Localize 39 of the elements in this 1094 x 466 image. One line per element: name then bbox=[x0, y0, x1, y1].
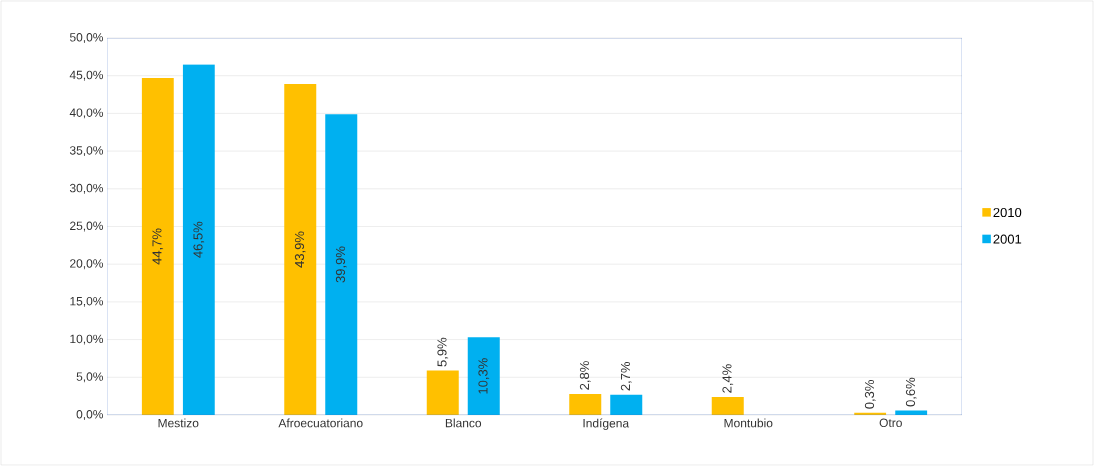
y-tick-label: 15,0% bbox=[70, 296, 104, 307]
y-tick-label: 50,0% bbox=[69, 33, 104, 43]
y-tick-label: 0,0% bbox=[76, 410, 104, 420]
legend-label: 2010 bbox=[993, 207, 1022, 218]
data-label: 5,9% bbox=[437, 337, 449, 367]
bar bbox=[467, 337, 500, 415]
x-tick-label: Mestizo bbox=[158, 418, 199, 428]
data-label: 0,6% bbox=[905, 377, 917, 407]
data-label: 2,8% bbox=[579, 361, 591, 390]
data-label: 2,4% bbox=[722, 364, 734, 393]
data-label: 43,9% bbox=[294, 231, 306, 268]
x-tick-label: Indígena bbox=[583, 418, 630, 430]
bar bbox=[141, 77, 174, 415]
bar bbox=[711, 396, 744, 415]
data-label: 2,7% bbox=[620, 361, 632, 391]
data-label: 46,5% bbox=[193, 221, 205, 258]
y-tick-label: 25,0% bbox=[70, 221, 104, 232]
data-label: 44,7% bbox=[152, 228, 164, 265]
y-tick-label: 5,0% bbox=[76, 372, 104, 383]
bar bbox=[284, 83, 317, 415]
bar bbox=[426, 370, 459, 415]
y-tick-label: 35,0% bbox=[69, 146, 104, 157]
bar bbox=[325, 114, 358, 415]
x-tick-label: Otro bbox=[879, 418, 902, 428]
y-tick-label: 45,0% bbox=[69, 70, 104, 81]
x-tick-label: Montubio bbox=[724, 418, 773, 428]
y-tick-label: 20,0% bbox=[70, 259, 104, 270]
data-label: 39,9% bbox=[335, 246, 347, 283]
data-label: 10,3% bbox=[478, 358, 490, 394]
bar bbox=[182, 64, 215, 415]
legend-label: 2001 bbox=[993, 234, 1022, 244]
y-tick-label: 30,0% bbox=[69, 183, 104, 194]
x-tick-label: Afroecuatoriano bbox=[278, 418, 363, 428]
y-tick-label: 40,0% bbox=[69, 108, 104, 119]
x-tick-label: Blanco bbox=[445, 418, 482, 428]
y-tick-label: 10,0% bbox=[70, 334, 104, 345]
bar bbox=[569, 393, 602, 415]
data-label: 0,3% bbox=[864, 380, 876, 409]
bar bbox=[610, 394, 643, 415]
